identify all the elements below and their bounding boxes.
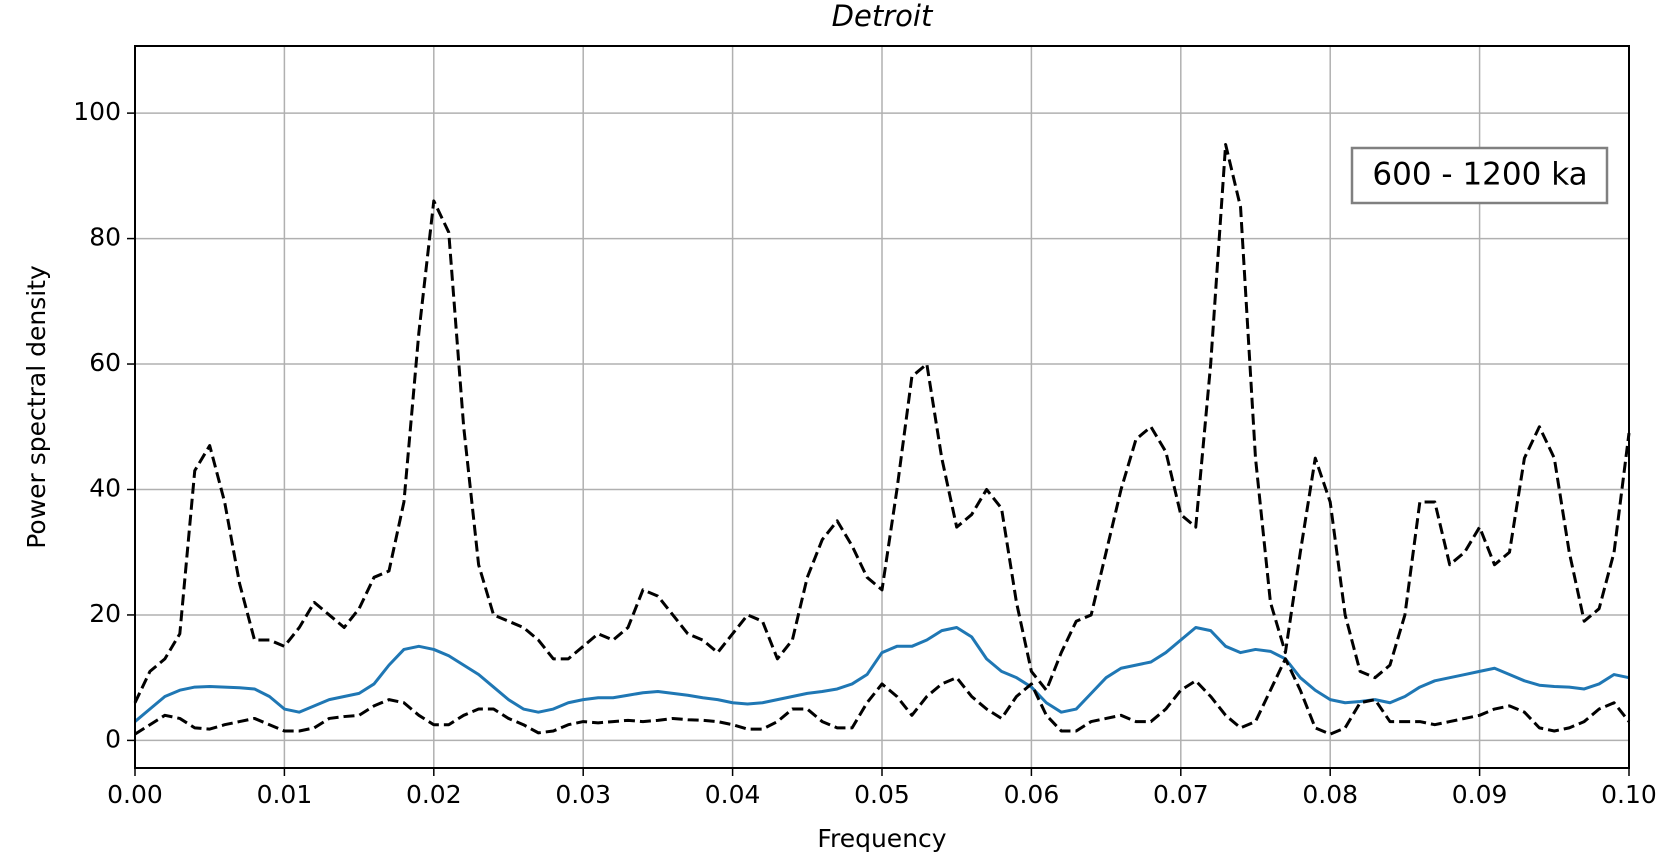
y-axis-label: Power spectral density <box>22 265 51 549</box>
y-tick-label: 40 <box>89 473 121 502</box>
x-axis-label: Frequency <box>817 824 946 853</box>
annotation-box <box>1350 146 1609 205</box>
annotation: 600 - 1200 ka <box>1372 157 1587 193</box>
series-line <box>134 657 1631 736</box>
x-tick-label: 0.01 <box>257 780 313 809</box>
x-tick-label: 0.10 <box>1601 780 1657 809</box>
x-tick-label: 0.03 <box>555 780 611 809</box>
series-line <box>134 625 1630 723</box>
x-tick-label: 0.06 <box>1004 780 1060 809</box>
x-tick-label: 0.09 <box>1452 780 1508 809</box>
x-tick-label: 0.08 <box>1302 780 1358 809</box>
y-tick-label: 100 <box>73 97 121 126</box>
y-tick-label: 80 <box>89 223 121 252</box>
lines <box>133 142 1631 736</box>
y-tick-label: 0 <box>105 724 121 753</box>
series-line <box>133 142 1631 704</box>
x-tick-label: 0.00 <box>107 780 163 809</box>
x-tick-label: 0.07 <box>1153 780 1209 809</box>
y-tick-label: 20 <box>89 599 121 628</box>
x-tick-label: 0.05 <box>854 780 910 809</box>
x-tick-label: 0.02 <box>406 780 462 809</box>
y-tick-label: 60 <box>89 348 121 377</box>
chart-title: Detroit <box>832 0 934 33</box>
x-tick-label: 0.04 <box>705 780 761 809</box>
